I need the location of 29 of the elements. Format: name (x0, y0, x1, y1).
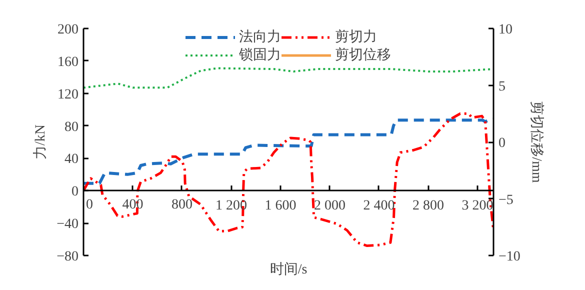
x-tick-label: 0 (86, 198, 93, 213)
y-tick-label: 120 (58, 87, 78, 102)
x-tick-label: 800 (172, 198, 192, 213)
y-tick-label: −40 (56, 217, 79, 232)
y-tick-label: 160 (58, 54, 78, 70)
x-axis-title: 时间/s (270, 262, 308, 278)
legend-label: 剪切位移 (335, 46, 391, 64)
y-tick-label: 0 (72, 184, 78, 200)
y-tick-label: 40 (64, 152, 78, 168)
x-tick-label: 2 000 (314, 198, 346, 214)
legend-label: 锁固力 (239, 46, 281, 64)
x-tick-label: 2 800 (412, 198, 444, 214)
y2-axis-title: 剪切位移/mm (528, 101, 544, 183)
x-tick-label: 400 (122, 198, 144, 213)
y-tick-label: −80 (56, 250, 79, 264)
y-tick-label: 200 (58, 22, 78, 38)
y2-tick-label: 5 (498, 79, 506, 94)
y-axis-title: 力/kN (32, 124, 49, 160)
legend-label: 法向力 (239, 28, 281, 46)
y2-tick-label: 10 (498, 22, 512, 38)
line-series (84, 112, 494, 248)
y2-tick-label: −10 (498, 250, 520, 264)
legend-label: 剪切力 (335, 28, 377, 46)
y2-tick-label: 0 (498, 136, 506, 151)
y2-tick-label: −5 (498, 192, 514, 208)
x-tick-label: 2 400 (363, 198, 395, 214)
x-tick-label: 1 200 (216, 198, 247, 214)
y-tick-label: 80 (64, 120, 78, 135)
x-tick-label: 1 600 (264, 198, 296, 214)
